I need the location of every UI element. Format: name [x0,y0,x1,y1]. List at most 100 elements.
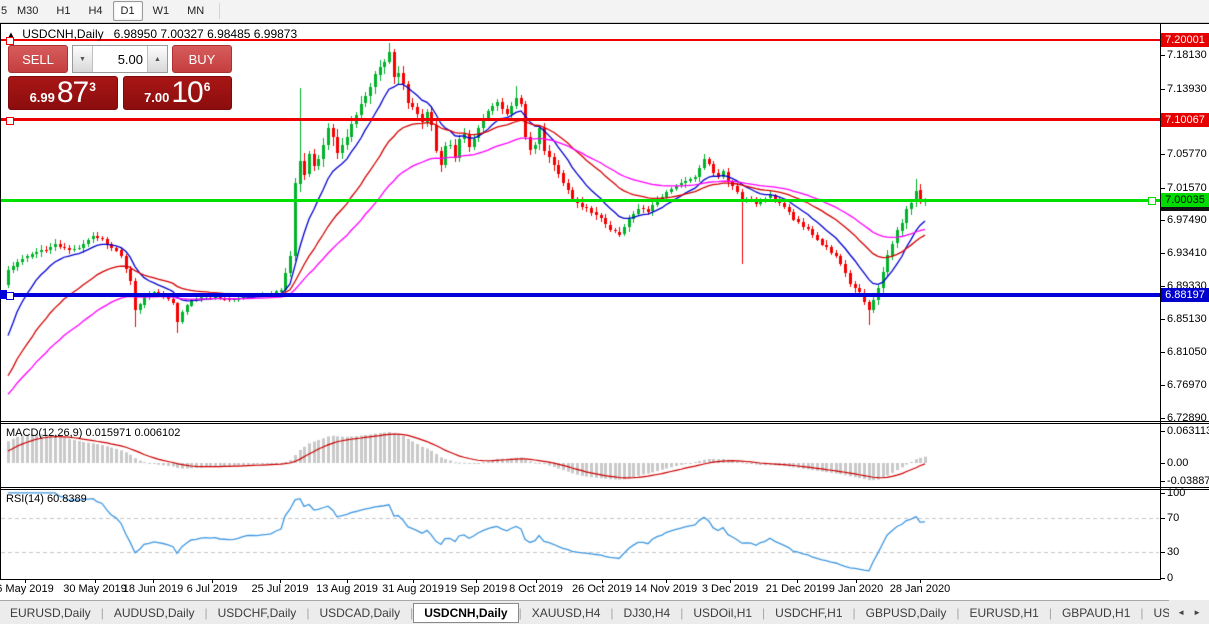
one-click-trading-widget: SELL ▼ ▲ BUY 6.99 87 3 7.00 10 6 [8,45,232,110]
price-tick-mark [1160,154,1165,155]
price-tick-mark [1160,89,1165,90]
pane-separator [0,421,1209,422]
date-label[interactable]: 9 Jan 2020 [828,583,884,595]
line-anchor-handle[interactable] [6,117,14,125]
collapse-triangle-icon[interactable]: ▲ [7,30,15,39]
date-tick-mark [536,579,537,583]
date-tick-mark [856,579,857,583]
chart-left-border [0,24,1,580]
rsi-tick-mark [1160,578,1165,579]
chart-tab-audusd-daily[interactable]: AUDUSD,Daily [113,606,195,620]
date-label[interactable]: 28 Jan 2020 [889,583,951,595]
price-tick-label: 6.72890 [1167,411,1207,424]
tab-separator: | [762,606,766,620]
macd-signal-value: 0.006102 [134,427,181,439]
price-tick-label: 7.13930 [1167,82,1207,95]
horizontal-line-7.20001[interactable] [1,39,1160,41]
current-price-badge-sliver [1161,207,1209,211]
line-anchor-handle[interactable] [1148,197,1156,205]
chart-tab-usdchf-daily[interactable]: USDCHF,Daily [217,606,297,620]
date-label[interactable]: 21 Dec 2019 [765,583,829,595]
price-tick-mark [1160,352,1165,353]
date-tick-mark [476,579,477,583]
date-label[interactable]: 6 Jul 2019 [186,583,238,595]
tab-scroll-right-button[interactable]: ► [1193,607,1201,617]
tab-scroll-left-button[interactable]: ◄ [1177,607,1186,617]
line-anchor-handle[interactable] [6,37,14,45]
chart-tab-gbpusd-daily[interactable]: GBPUSD,Daily [865,606,947,620]
macd-name: MACD(12,26,9) [6,427,83,439]
volume-decrease-button[interactable]: ▼ [73,46,93,72]
date-label[interactable]: 6 May 2019 [0,583,54,595]
chart-tab-usdcnh-daily[interactable]: USDCNH,Daily [413,603,519,623]
sell-price-display[interactable]: 6.99 87 3 [8,76,118,110]
price-axis-border [1160,24,1161,580]
buy-button[interactable]: BUY [172,45,232,73]
date-tick-mark [413,579,414,583]
macd-tick-mark [1160,431,1165,432]
buy-price-prefix: 7.00 [144,89,170,105]
chart-tab-eurusd-daily[interactable]: EURUSD,Daily [10,606,91,620]
chart-top-border [0,23,1209,24]
tab-separator: | [1048,606,1052,620]
price-badge-7.10067: 7.10067 [1161,112,1209,127]
buy-price-display[interactable]: 7.00 10 6 [122,76,232,110]
date-label[interactable]: 26 Oct 2019 [572,583,632,595]
date-label[interactable]: 13 Aug 2019 [316,583,378,595]
chart-tab-usdchf-h1[interactable]: USDCHF,H1 [775,606,843,620]
macd-main-value: 0.015971 [85,427,132,439]
sell-button[interactable]: SELL [8,45,68,73]
date-label[interactable]: 31 Aug 2019 [382,583,444,595]
buy-price-pips: 10 [171,76,203,109]
date-label[interactable]: 14 Nov 2019 [634,583,698,595]
chart-title: ▲ USDCNH,Daily 6.98950 7.00327 6.98485 6… [7,27,297,41]
date-tick-mark [730,579,731,583]
tab-separator: | [306,606,310,620]
macd-indicator-label: MACD(12,26,9) 0.015971 0.006102 [6,427,180,439]
chart-tab-xauusd-h4[interactable]: XAUUSD,H4 [531,606,601,620]
price-tick-mark [1160,188,1165,189]
price-tick-label: 7.01570 [1167,181,1207,194]
price-tick-label: 7.18130 [1167,49,1207,61]
chart-tab-usdcad-daily[interactable]: USDCAD,Daily [319,606,401,620]
date-label[interactable]: 30 May 2019 [63,583,127,595]
rsi-tick-mark [1160,493,1165,494]
chart-tab-eurusd-h1[interactable]: EURUSD,H1 [969,606,1039,620]
date-label[interactable]: 19 Sep 2019 [444,583,508,595]
price-tick-mark [1160,418,1165,419]
horizontal-line-6.88197[interactable] [1,293,1160,297]
price-badge-7.20001: 7.20001 [1161,33,1209,47]
line-end-marker [0,290,7,299]
chart-tab-gbpaud-h1[interactable]: GBPAUD,H1 [1061,606,1131,620]
rsi-scale-label: 0 [1167,571,1174,584]
sell-price-prefix: 6.99 [29,89,55,105]
horizontal-line-7.10067[interactable] [1,118,1160,121]
horizontal-line-7.00035[interactable] [1,199,1160,202]
chart-tab-dj30-h4[interactable]: DJ30,H4 [623,606,671,620]
price-tick-label: 6.97490 [1167,214,1207,227]
date-label[interactable]: 3 Dec 2019 [701,583,759,595]
tab-separator: | [518,606,522,620]
price-tick-mark [1160,385,1165,386]
line-anchor-handle[interactable] [6,292,14,300]
date-tick-mark [602,579,603,583]
date-label[interactable]: 25 Jul 2019 [251,583,309,595]
date-label[interactable]: 18 Jun 2019 [122,583,184,595]
date-tick-mark [920,579,921,583]
volume-input[interactable] [93,46,147,72]
date-label[interactable]: 8 Oct 2019 [509,583,563,595]
price-tick-mark [1160,286,1165,287]
chart-tab-usdoil-h1[interactable]: USDOil,H1 [693,606,753,620]
tab-separator: | [610,606,614,620]
pane-separator [0,489,1209,490]
buy-price-point: 6 [203,80,211,94]
price-tick-label: 7.05770 [1167,148,1207,161]
volume-increase-button[interactable]: ▲ [147,46,167,72]
rsi-scale-label: 30 [1167,546,1180,558]
tab-scroll-arrows: ◄ ► [1169,600,1209,624]
macd-scale-label: 0.00 [1167,457,1189,469]
date-tick-mark [95,579,96,583]
price-tick-label: 6.81050 [1167,346,1207,359]
macd-scale-label: 0.063113 [1167,425,1209,437]
